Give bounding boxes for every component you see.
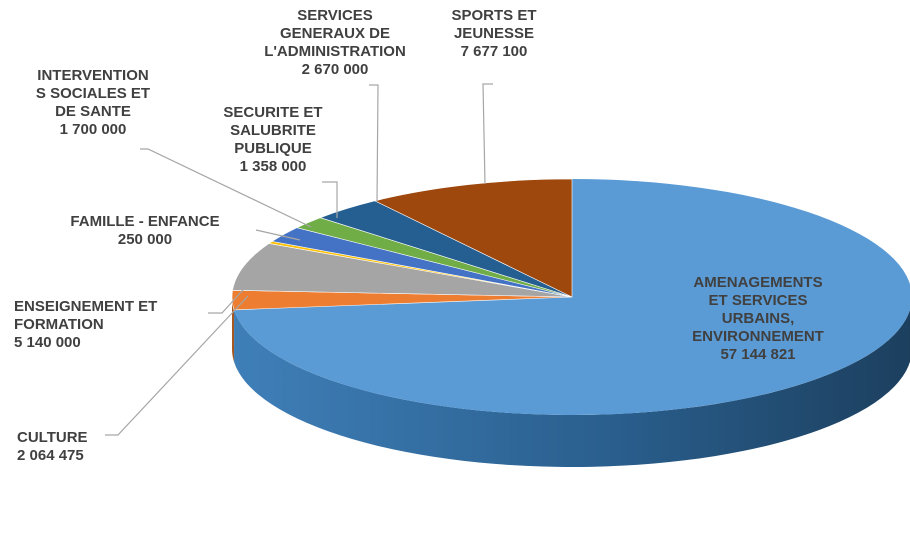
category-label: CULTURE (17, 429, 88, 446)
category-label: FAMILLE - ENFANCE (70, 213, 219, 230)
value-label: 250 000 (118, 231, 172, 248)
category-label: S SOCIALES ET (36, 85, 150, 102)
value-label: 1 700 000 (60, 121, 127, 138)
category-label: PUBLIQUE (234, 140, 312, 157)
leader-line-securite-et-salubrite-publique (322, 181, 338, 218)
leader-line-intervention-s-sociales-et-de-sante (140, 148, 312, 228)
category-label: ENVIRONNEMENT (692, 328, 824, 345)
value-label: 7 677 100 (461, 43, 528, 60)
value-label: 5 140 000 (14, 334, 81, 351)
category-label: DE SANTE (55, 103, 131, 120)
pie-slice-sports-et-jeunesse (374, 178, 573, 298)
category-label: SECURITE ET (223, 104, 322, 121)
category-label: ET SERVICES (709, 292, 808, 309)
value-label: 1 358 000 (240, 158, 307, 175)
category-label: GENERAUX DE (280, 25, 390, 42)
value-label: 2 064 475 (17, 447, 84, 464)
leader-line-culture (105, 295, 249, 436)
value-label: 57 144 821 (720, 346, 795, 363)
leader-lines (105, 83, 493, 436)
leader-line-enseignement-et-formation (208, 279, 253, 314)
category-label: L'ADMINISTRATION (264, 43, 406, 60)
category-label: SERVICES (297, 7, 373, 24)
pie-side-amenagements-et-services-urbains-environnement (234, 309, 910, 467)
category-label: INTERVENTION (37, 67, 148, 84)
pie-top-layer (231, 178, 910, 415)
category-label: ENSEIGNEMENT ET (14, 298, 157, 315)
category-label: URBAINS, (722, 310, 795, 327)
category-label: SPORTS ET (451, 7, 536, 24)
leader-line-sports-et-jeunesse (482, 83, 493, 185)
category-label: AMENAGEMENTS (693, 274, 822, 291)
value-label: 2 670 000 (302, 61, 369, 78)
leader-line-famille-enfance (255, 229, 301, 241)
category-label: JEUNESSE (454, 25, 534, 42)
category-label: FORMATION (14, 316, 104, 333)
category-label: SALUBRITE (230, 122, 316, 139)
pie-slice-enseignement-et-formation (232, 243, 573, 298)
leader-line-services-generaux-de-l-administration (369, 84, 379, 203)
